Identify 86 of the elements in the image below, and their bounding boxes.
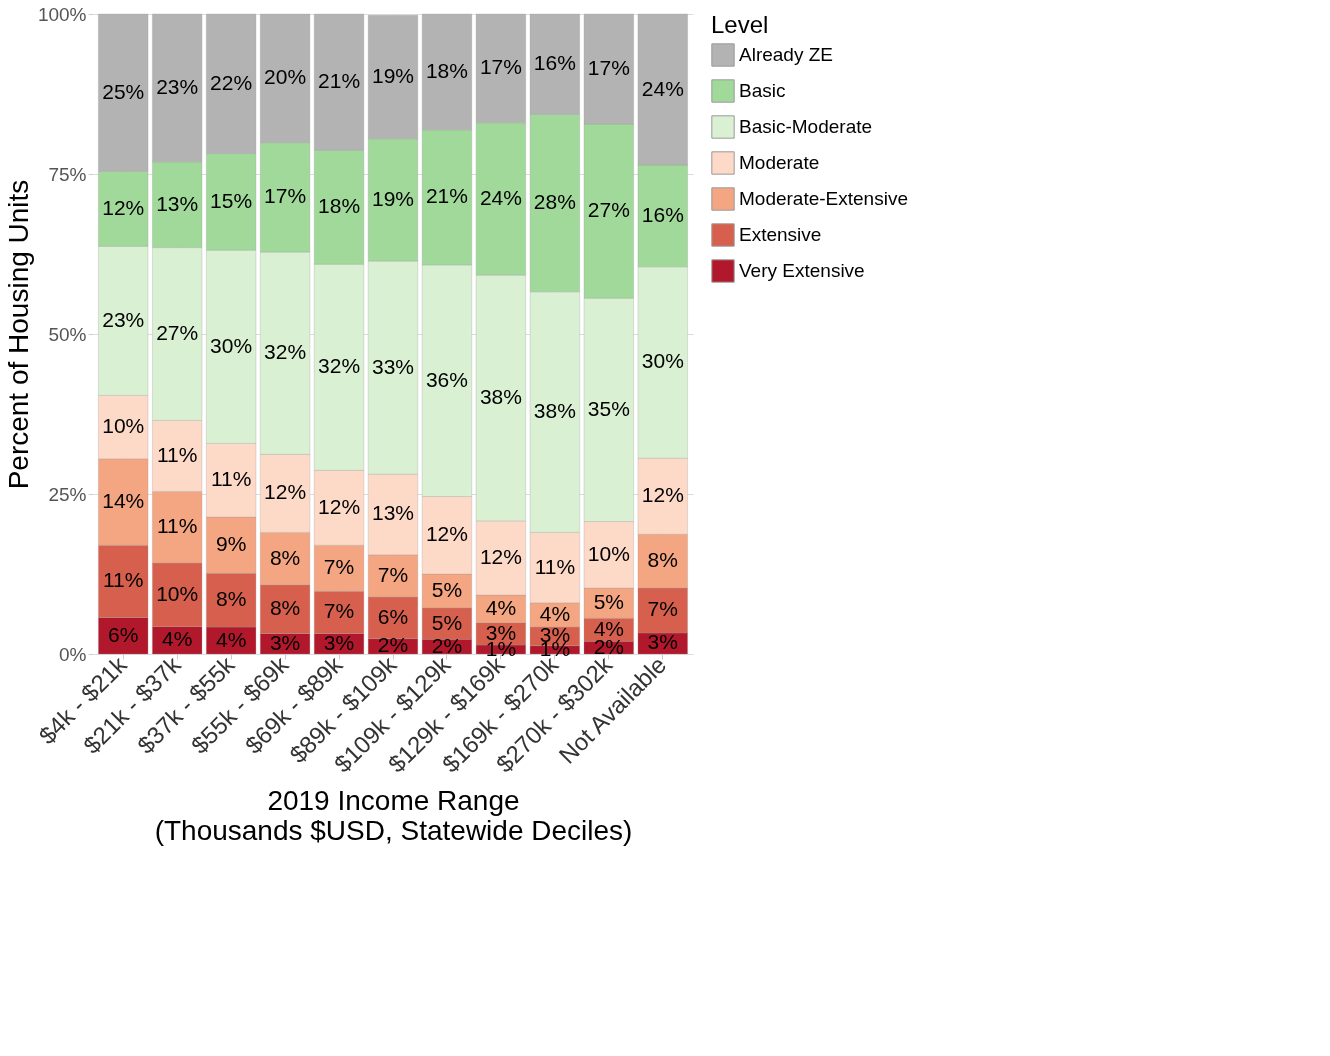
- data-label: 7%: [323, 599, 355, 623]
- data-label: 17%: [264, 184, 307, 208]
- data-label: 21%: [318, 69, 361, 93]
- data-label: 24%: [641, 76, 684, 100]
- data-label: 38%: [479, 385, 522, 408]
- data-label: 4%: [539, 601, 571, 625]
- data-label: 21%: [425, 184, 468, 208]
- legend-title: Level: [711, 11, 769, 38]
- data-label: 25%: [102, 79, 145, 103]
- data-label: 19%: [371, 186, 415, 210]
- data-label: 5%: [593, 590, 625, 614]
- legend-label: Extensive: [739, 224, 822, 245]
- legend-label: Basic: [739, 80, 786, 101]
- data-label: 10%: [156, 581, 199, 605]
- data-label: 16%: [641, 202, 684, 226]
- data-label: 19%: [371, 64, 415, 88]
- legend-label: Moderate-Extensive: [739, 188, 908, 209]
- data-label: 4%: [215, 627, 247, 651]
- data-label: 36%: [425, 367, 468, 391]
- data-label: 4%: [593, 616, 625, 640]
- data-label: 6%: [377, 604, 409, 628]
- data-label: 23%: [156, 74, 199, 98]
- y-tick-label: 100%: [37, 3, 87, 25]
- data-label: 7%: [647, 597, 678, 621]
- data-label: 11%: [102, 568, 144, 592]
- data-label: 8%: [215, 587, 247, 611]
- data-label: 32%: [318, 354, 361, 378]
- data-label: 6%: [108, 622, 139, 646]
- data-label: 4%: [161, 627, 193, 651]
- data-label: 11%: [210, 467, 252, 491]
- y-tick-label: 75%: [48, 163, 87, 185]
- data-label: 12%: [479, 545, 522, 568]
- data-label: 12%: [318, 494, 361, 518]
- data-label: 12%: [641, 483, 684, 507]
- legend-label: Very Extensive: [739, 260, 865, 281]
- data-label: 9%: [215, 532, 247, 556]
- data-label: 27%: [156, 321, 199, 344]
- data-label: 2%: [431, 633, 463, 657]
- data-label: 11%: [534, 554, 576, 578]
- data-label: 18%: [425, 58, 468, 82]
- data-label: 10%: [587, 541, 630, 565]
- data-label: 24%: [479, 185, 522, 209]
- data-label: 18%: [318, 194, 361, 218]
- data-label: 5%: [431, 577, 463, 601]
- y-axis-title: Percent of Housing Units: [2, 179, 34, 490]
- data-label: 10%: [102, 414, 145, 438]
- data-label: 17%: [587, 56, 630, 80]
- data-label: 22%: [210, 70, 253, 94]
- x-axis-title: 2019 Income Range (Thousands $USD, Statewide Deciles): [154, 784, 633, 846]
- data-label: 20%: [264, 65, 307, 89]
- data-label: 23%: [102, 307, 145, 331]
- data-label: 5%: [431, 610, 463, 634]
- data-label: 7%: [377, 562, 409, 586]
- data-label: 13%: [371, 501, 415, 525]
- data-label: 3%: [647, 630, 678, 654]
- data-label: 16%: [533, 51, 576, 75]
- data-label: 30%: [210, 333, 253, 357]
- data-label: 28%: [533, 190, 576, 214]
- data-label: 8%: [269, 545, 301, 569]
- data-label: 12%: [264, 480, 307, 504]
- data-label: 4%: [485, 595, 517, 619]
- data-label: 30%: [641, 349, 684, 373]
- legend-label: Basic-Moderate: [739, 116, 873, 137]
- data-label: 35%: [587, 396, 630, 420]
- legend-label: Already ZE: [739, 44, 833, 65]
- y-tick-label: 25%: [48, 483, 87, 505]
- data-label: 32%: [264, 340, 307, 364]
- data-label: 11%: [156, 442, 198, 466]
- data-label: 7%: [323, 555, 355, 579]
- data-label: 8%: [269, 596, 301, 620]
- data-label: 8%: [647, 548, 678, 572]
- data-label: 17%: [479, 55, 522, 79]
- data-label: 14%: [102, 489, 145, 512]
- data-label: 15%: [210, 188, 253, 212]
- data-label: 3%: [323, 630, 355, 654]
- data-label: 33%: [371, 354, 415, 378]
- data-label: 12%: [102, 195, 145, 219]
- data-label: 12%: [425, 522, 468, 546]
- data-label: 11%: [156, 514, 198, 538]
- data-label: 3%: [269, 630, 301, 654]
- data-label: 38%: [533, 399, 576, 423]
- data-label: 2%: [377, 633, 409, 657]
- y-tick-label: 50%: [48, 323, 87, 345]
- legend-label: Moderate: [739, 152, 820, 173]
- data-label: 13%: [156, 191, 199, 215]
- data-label: 27%: [587, 198, 630, 222]
